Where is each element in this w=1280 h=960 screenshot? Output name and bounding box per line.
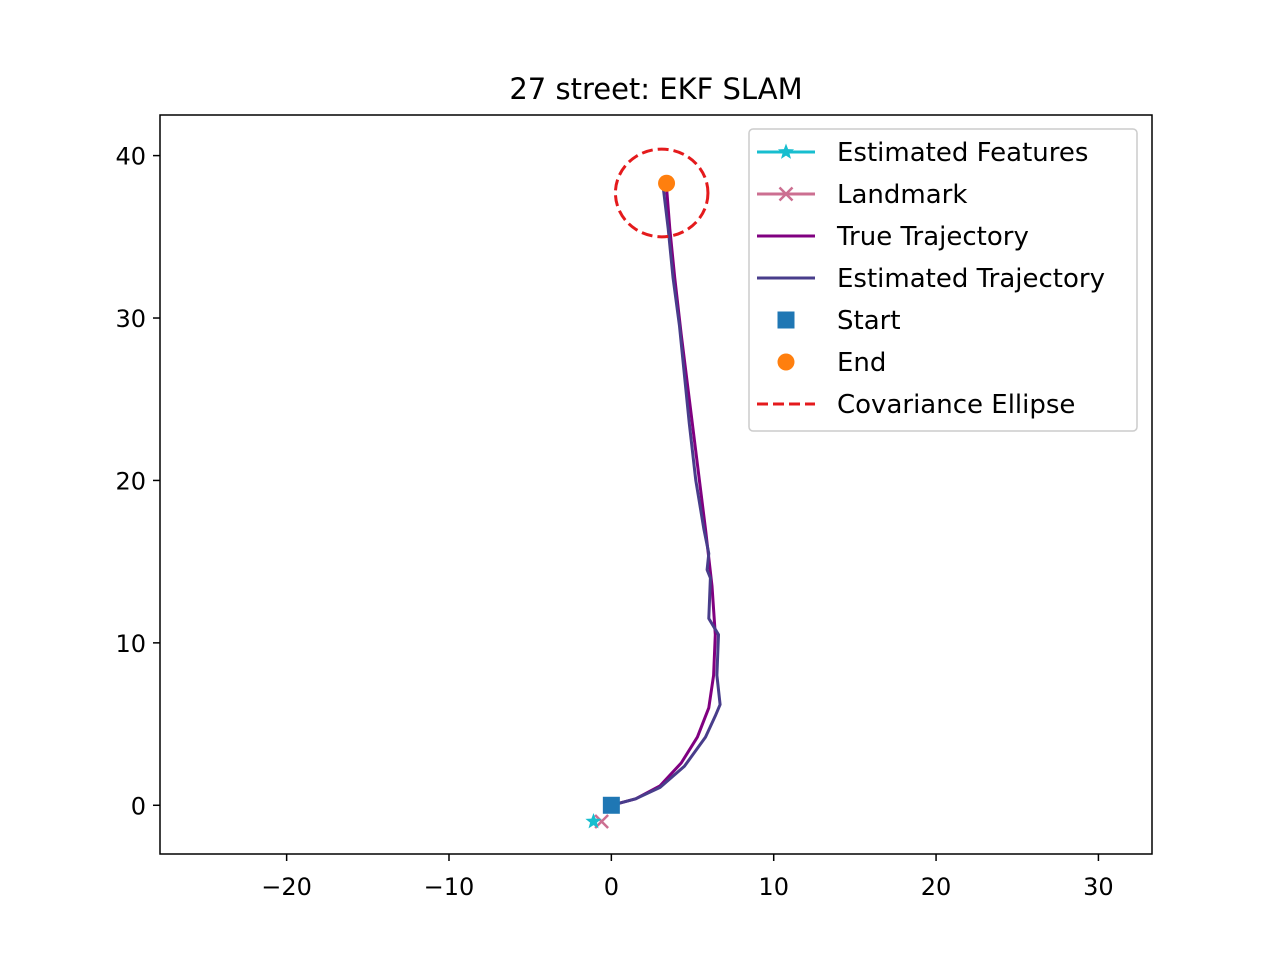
legend-estimated-features-label: Estimated Features: [837, 138, 1088, 168]
axes-frame: [159, 114, 1153, 855]
x-tick-label: 30: [1083, 873, 1114, 901]
legend-estimated-trajectory-label: Estimated Trajectory: [837, 264, 1105, 294]
plot-content: [585, 147, 722, 829]
x-tick-label: 10: [758, 873, 789, 901]
estimated-feature-marker: [585, 813, 602, 829]
tick-layer: −20 −10 0 10 20 30 0 10 20 30 40: [115, 143, 1113, 901]
legend-start-marker: [777, 311, 795, 329]
legend-landmark-label: Landmark: [837, 180, 967, 210]
legend: Estimated Features Landmark True Trajector…: [748, 128, 1138, 432]
y-tick-label: 30: [115, 305, 146, 333]
start-marker: [602, 796, 620, 814]
x-tick-label: 20: [921, 873, 952, 901]
legend-start-label: Start: [837, 306, 901, 336]
legend-landmark-marker: [778, 186, 794, 202]
covariance-ellipse: [613, 147, 710, 239]
legend-covariance-label: Covariance Ellipse: [837, 390, 1075, 420]
x-tick-label: −20: [261, 873, 312, 901]
x-tick-label: −10: [424, 873, 475, 901]
chart-title: 27 street: EKF SLAM: [509, 72, 802, 106]
legend-estimated-features-marker: [777, 143, 795, 159]
legend-end-label: End: [837, 348, 886, 378]
legend-box: [748, 128, 1138, 432]
y-tick-label: 20: [115, 467, 146, 495]
legend-end-marker: [777, 353, 795, 371]
y-tick-label: 0: [131, 792, 146, 820]
x-tick-label: 0: [604, 873, 619, 901]
legend-true-trajectory-label: True Trajectory: [836, 222, 1029, 252]
end-marker: [658, 174, 676, 192]
y-tick-label: 10: [115, 630, 146, 658]
plot-layer: [585, 147, 722, 829]
estimated-trajectory-line: [609, 186, 722, 807]
y-tick-label: 40: [115, 143, 146, 171]
